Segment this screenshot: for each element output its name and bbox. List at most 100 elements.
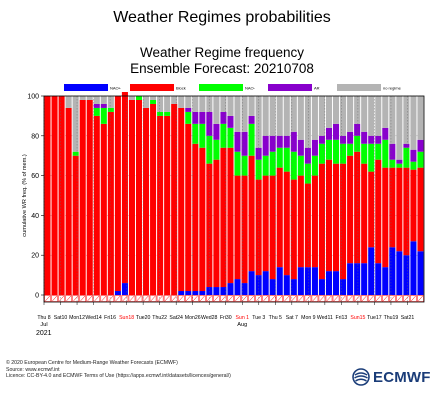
x-tick-label: Mon12 — [69, 315, 85, 321]
hatch-line — [171, 295, 177, 302]
bar — [269, 135, 276, 152]
bar — [382, 127, 389, 140]
logo-text: ECMWF — [373, 368, 431, 386]
chart-title-line1: Weather Regime frequency — [139, 45, 305, 60]
bar — [220, 111, 227, 124]
bar — [255, 96, 262, 148]
bar — [347, 96, 354, 132]
bar — [318, 143, 325, 164]
regime-frequency-chart: 0 20 40 60 80 100 cumulative WR freq. (% of me… — [22, 84, 425, 337]
bar — [340, 163, 347, 280]
bar — [262, 155, 269, 176]
hatch-line — [101, 295, 107, 302]
hatch-line — [94, 295, 100, 302]
x-tick-label: Sat24 — [169, 315, 183, 321]
bar — [311, 175, 318, 268]
bar — [368, 135, 375, 144]
bar — [248, 115, 255, 124]
bar — [86, 96, 93, 100]
bar — [368, 247, 375, 295]
bar — [100, 103, 107, 108]
hatch-line — [185, 295, 191, 302]
bar — [178, 107, 185, 292]
bar — [100, 96, 107, 104]
bar — [361, 163, 368, 264]
y-tick-label: 0 — [35, 293, 39, 300]
bar — [107, 111, 114, 295]
bar — [206, 135, 213, 164]
bar — [93, 107, 100, 116]
bar — [58, 96, 65, 295]
bar — [206, 96, 213, 112]
bar — [403, 96, 410, 144]
y-tick-label: 40 — [31, 213, 39, 220]
x-tick-label: Thu 8 — [37, 315, 50, 321]
legend-swatch — [64, 84, 108, 91]
bar — [171, 96, 178, 104]
bar — [333, 139, 340, 164]
bar — [389, 96, 396, 144]
hatch-line — [242, 295, 247, 302]
bar — [354, 151, 361, 264]
hatch-line — [312, 295, 318, 302]
hatch-line — [361, 295, 367, 302]
hatch-line — [45, 295, 50, 302]
bar — [72, 151, 79, 156]
bar — [178, 96, 185, 108]
hatch-line — [403, 295, 409, 302]
bar — [382, 96, 389, 128]
bar — [227, 147, 234, 284]
footer-licence[interactable]: Licence: CC-BY-4.0 and ECMWF Terms of Us… — [6, 373, 231, 380]
x-tick-label: Thu 5 — [269, 315, 282, 321]
bar — [241, 175, 248, 284]
legend-label: NAO- — [245, 86, 256, 91]
bar — [185, 96, 192, 108]
hatch-line — [150, 295, 156, 302]
bar — [241, 283, 248, 295]
footer-source[interactable]: Source: www.ecmwf.int — [6, 366, 60, 373]
bar — [340, 135, 347, 144]
footer-copyright: © 2020 European Centre for Medium-Range … — [6, 360, 178, 366]
x-tick-label: Sun15 — [350, 315, 365, 321]
bar — [220, 287, 227, 295]
bar — [44, 96, 51, 295]
hatch-line — [354, 295, 360, 302]
bar — [227, 115, 234, 128]
bar — [283, 147, 290, 172]
bar — [241, 155, 248, 176]
hatch-line — [66, 295, 72, 302]
hatch-line — [319, 295, 325, 302]
bar — [213, 123, 220, 140]
bar — [213, 139, 220, 160]
bar — [417, 167, 424, 252]
legend-label: NAO+ — [110, 86, 122, 91]
chart-title: Weather Regime frequency Ensemble Foreca… — [0, 45, 444, 77]
hatch-line — [164, 295, 170, 302]
hatch-line — [136, 295, 142, 302]
ecmwf-logo[interactable]: ECMWF — [352, 368, 431, 386]
bar — [93, 115, 100, 296]
legend-label: AR — [314, 86, 320, 91]
bar — [340, 143, 347, 164]
bar — [164, 96, 171, 112]
bar — [248, 155, 255, 272]
x-tick-label: Fri16 — [104, 315, 116, 321]
bar — [178, 291, 185, 295]
bar — [304, 147, 311, 164]
bar — [311, 96, 318, 140]
bar — [171, 103, 178, 296]
legend-swatch — [337, 84, 381, 91]
bar — [262, 271, 269, 295]
bar — [347, 131, 354, 144]
bar — [333, 123, 340, 140]
bar — [403, 255, 410, 295]
bar — [269, 175, 276, 280]
bar — [248, 96, 255, 116]
y-tick-label: 80 — [31, 133, 39, 140]
month-label: Aug — [237, 322, 247, 328]
hatch-line — [129, 295, 135, 302]
bar — [368, 143, 375, 172]
bar — [417, 139, 424, 152]
legend-label: no regime — [383, 86, 402, 91]
bar — [297, 175, 304, 268]
